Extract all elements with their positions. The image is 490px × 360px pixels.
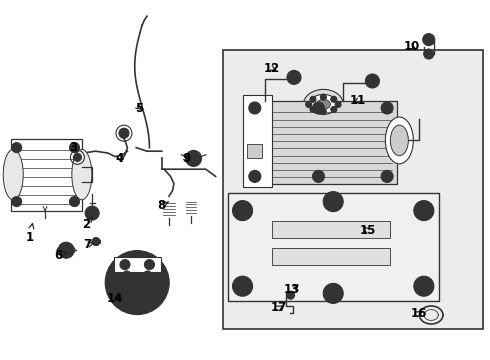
Circle shape <box>381 102 393 114</box>
Bar <box>223 50 483 329</box>
Bar <box>272 248 390 265</box>
Circle shape <box>186 150 201 166</box>
Text: 13: 13 <box>283 283 300 296</box>
Text: 4: 4 <box>116 152 124 165</box>
Text: 3: 3 <box>70 141 77 154</box>
Circle shape <box>249 102 261 114</box>
Text: 1: 1 <box>25 224 34 244</box>
Circle shape <box>316 105 321 111</box>
Circle shape <box>88 209 96 217</box>
Circle shape <box>423 33 435 46</box>
Text: 7: 7 <box>83 238 94 251</box>
Ellipse shape <box>72 149 92 200</box>
Circle shape <box>252 105 258 111</box>
Ellipse shape <box>391 125 408 156</box>
Circle shape <box>381 170 393 183</box>
Circle shape <box>287 71 301 84</box>
Circle shape <box>310 107 316 112</box>
Circle shape <box>74 153 81 161</box>
Bar <box>114 257 161 272</box>
Circle shape <box>115 261 159 305</box>
Ellipse shape <box>309 94 338 114</box>
Circle shape <box>331 107 337 112</box>
Ellipse shape <box>385 117 414 164</box>
Text: 5: 5 <box>136 102 144 114</box>
Circle shape <box>233 276 252 296</box>
Circle shape <box>238 281 247 291</box>
Text: 14: 14 <box>107 292 123 305</box>
Bar <box>243 95 272 187</box>
Circle shape <box>310 96 316 102</box>
Circle shape <box>320 109 326 114</box>
Circle shape <box>238 206 247 216</box>
Circle shape <box>85 206 99 220</box>
Circle shape <box>335 102 341 107</box>
Text: 15: 15 <box>359 224 376 237</box>
Ellipse shape <box>317 99 330 109</box>
Circle shape <box>323 192 343 212</box>
Circle shape <box>189 153 198 163</box>
Circle shape <box>252 174 258 179</box>
Text: 17: 17 <box>271 301 288 314</box>
Circle shape <box>328 197 338 207</box>
Text: 16: 16 <box>411 307 427 320</box>
Circle shape <box>58 242 74 258</box>
Circle shape <box>424 49 434 59</box>
Text: 12: 12 <box>264 62 280 75</box>
Circle shape <box>384 105 390 111</box>
Text: 10: 10 <box>403 40 420 53</box>
Text: 11: 11 <box>349 94 366 107</box>
Text: 2: 2 <box>82 216 93 231</box>
Circle shape <box>419 206 429 216</box>
Circle shape <box>105 251 169 315</box>
Ellipse shape <box>3 149 23 200</box>
Bar <box>247 144 262 158</box>
Circle shape <box>120 260 130 270</box>
Circle shape <box>249 170 261 183</box>
Circle shape <box>92 238 100 246</box>
Circle shape <box>144 286 151 294</box>
Ellipse shape <box>303 89 343 120</box>
Circle shape <box>306 102 312 107</box>
Circle shape <box>313 170 324 183</box>
Text: 6: 6 <box>55 249 67 262</box>
Bar <box>11 139 82 211</box>
Circle shape <box>419 281 429 291</box>
Circle shape <box>414 201 434 221</box>
Circle shape <box>123 271 131 279</box>
Circle shape <box>320 94 326 100</box>
Circle shape <box>331 96 337 102</box>
Bar <box>272 221 390 238</box>
Circle shape <box>69 247 75 253</box>
Circle shape <box>144 271 151 279</box>
Circle shape <box>12 197 22 207</box>
Bar <box>245 101 397 184</box>
Bar <box>228 193 439 301</box>
Circle shape <box>123 286 131 294</box>
Circle shape <box>12 143 22 153</box>
Circle shape <box>316 174 321 179</box>
Circle shape <box>233 201 252 221</box>
Circle shape <box>70 143 79 153</box>
Circle shape <box>384 174 390 179</box>
Circle shape <box>328 288 338 298</box>
Circle shape <box>287 291 294 299</box>
Circle shape <box>323 283 343 303</box>
Circle shape <box>62 246 70 254</box>
Circle shape <box>127 273 147 293</box>
Circle shape <box>145 260 154 270</box>
Circle shape <box>313 102 324 114</box>
Circle shape <box>426 37 432 42</box>
Text: 9: 9 <box>182 152 190 165</box>
Text: 8: 8 <box>158 199 169 212</box>
Circle shape <box>70 197 79 207</box>
Circle shape <box>366 74 379 88</box>
Circle shape <box>414 276 434 296</box>
Circle shape <box>57 247 63 253</box>
Circle shape <box>427 52 431 56</box>
Circle shape <box>119 128 129 138</box>
